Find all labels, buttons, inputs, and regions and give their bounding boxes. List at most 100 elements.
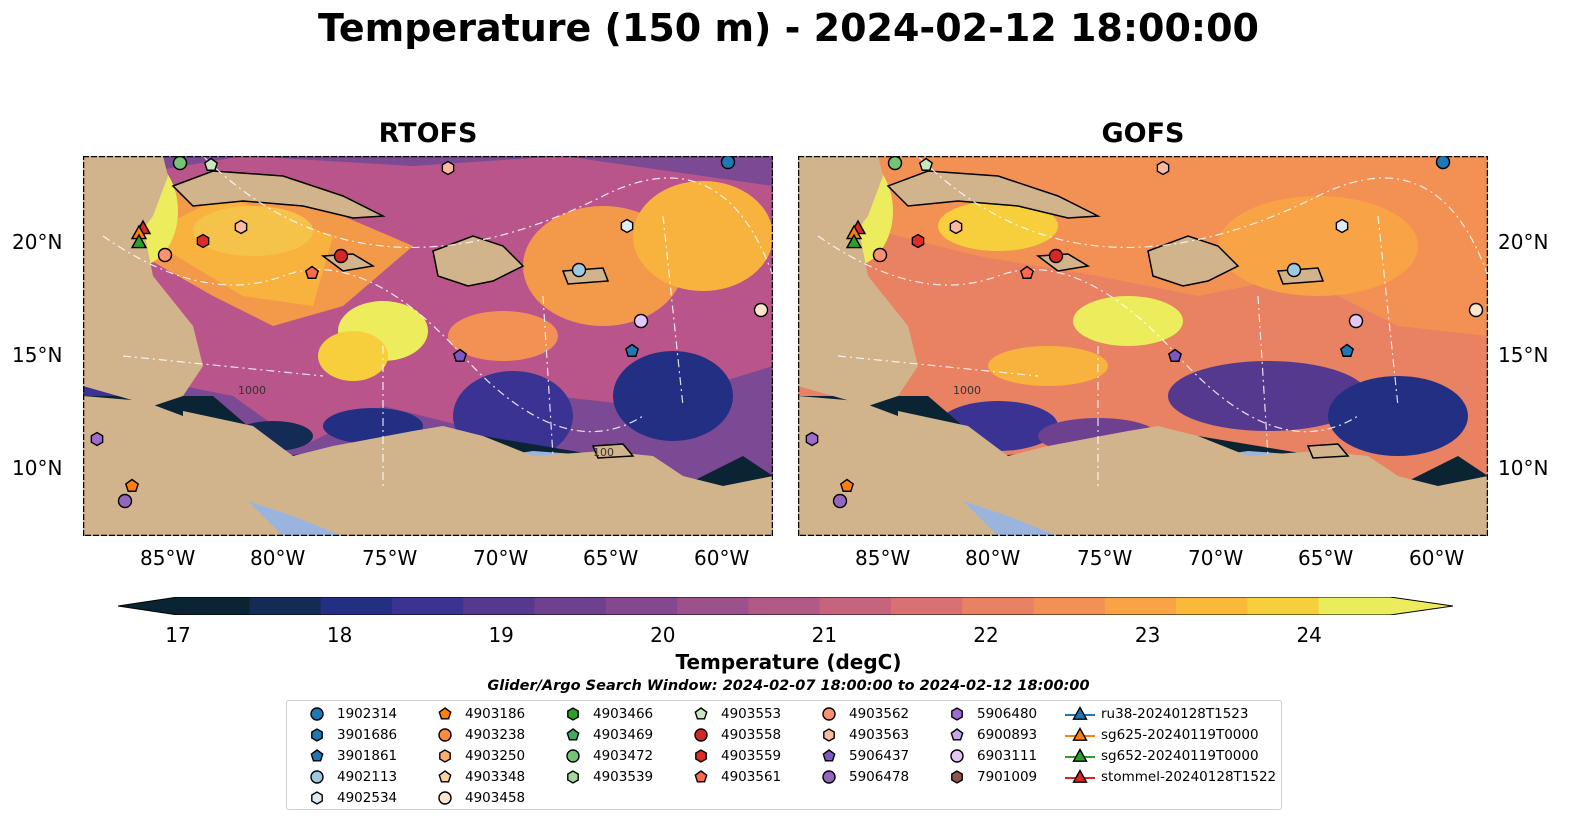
legend-label: 4902534 [337,790,398,806]
legend-label: 4903558 [721,727,782,743]
lat-label-right: 20°N [1498,230,1549,254]
pentagon-marker-icon [822,749,836,762]
colorbar-tick-label: 24 [1296,623,1322,647]
lon-label-rtofs: 65°W [583,546,639,570]
pentagon-marker-icon [694,707,708,720]
float-marker-5906437 [1167,348,1183,362]
hexagon-marker-icon [311,791,323,805]
float-marker-sg652-20240119T0000 [130,233,148,249]
gofs-map[interactable]: 1000 [798,156,1488,536]
float-marker-4902113 [571,262,587,278]
gofs-panel-title: GOFS [1101,118,1185,149]
legend-label: 5906437 [849,748,910,764]
colorbar-label: Temperature (degC) [675,650,902,674]
float-marker-4903563 [441,160,455,176]
legend-label: 4903238 [465,727,526,743]
colorbar [118,597,1453,615]
legend-label: 4903458 [465,790,526,806]
colorbar-bin [748,597,821,615]
legend-label: sg652-20240119T0000 [1101,748,1259,764]
float-marker-4903561 [1019,265,1035,279]
colorbar-bin [605,597,678,615]
legend-label: 4903186 [465,706,526,722]
legend-label: 4903559 [721,748,782,764]
legend-label: 5906478 [849,769,910,785]
lon-label-rtofs: 70°W [473,546,529,570]
lon-label-rtofs: 75°W [362,546,418,570]
legend-label: 4903539 [593,769,654,785]
float-marker-4902113 [1286,262,1302,278]
triangle-marker-icon [1065,769,1095,783]
legend-label: sg625-20240119T0000 [1101,727,1259,743]
colorbar-bin [534,597,607,615]
colorbar-tick-label: 20 [650,623,676,647]
colorbar-bin [320,597,393,615]
float-marker-4902534 [620,218,634,234]
lon-label-gofs: 80°W [965,546,1021,570]
contour-label: 1000 [238,384,266,397]
legend-label: 4903553 [721,706,782,722]
colorbar-bin [1318,597,1391,615]
legend-label: 4903561 [721,769,782,785]
legend-label: 4903562 [849,706,910,722]
float-marker-5906480 [90,431,104,447]
circle-marker-icon [694,728,708,742]
circle-marker-icon [310,707,324,721]
float-marker-4903558 [1048,248,1064,264]
legend-label: 7901009 [977,769,1038,785]
lon-label-rtofs: 80°W [250,546,306,570]
float-marker-4903563 [1156,160,1170,176]
float-marker-5906437 [452,348,468,362]
lon-label-gofs: 70°W [1188,546,1244,570]
contour-label: 1000 [953,384,981,397]
lat-label-left: 10°N [12,456,63,480]
circle-marker-icon [310,770,324,784]
rtofs-panel-title: RTOFS [378,118,478,149]
colorbar-tick-label: 18 [326,623,353,647]
colorbar-extend-high [1390,597,1453,615]
rtofs-map[interactable]: 1000 100 [83,156,773,536]
figure-title: Temperature (150 m) - 2024-02-12 18:00:0… [317,6,1259,50]
float-marker-3901861 [624,343,640,357]
pentagon-marker-icon [566,728,580,741]
lon-label-gofs: 85°W [855,546,911,570]
float-marker-1902314 [1435,156,1451,170]
hexagon-marker-icon [695,749,707,763]
colorbar-bin [1176,597,1249,615]
colorbar-bin [1104,597,1177,615]
hexagon-marker-icon [823,728,835,742]
float-marker-6903111 [1348,313,1364,329]
circle-marker-icon [950,749,964,763]
legend-label: 3901686 [337,727,398,743]
legend-label: 4903250 [465,748,526,764]
float-marker-4903562 [872,247,888,263]
float-marker-3901861 [1339,343,1355,357]
float-marker-4903458 [1468,302,1484,318]
colorbar-bin [962,597,1035,615]
colorbar-extend-low [118,597,178,615]
legend-label: 6903111 [977,748,1038,764]
triangle-marker-icon [1065,748,1095,762]
pentagon-marker-icon [310,749,324,762]
legend-label: 1902314 [337,706,398,722]
legend-label: 4903348 [465,769,526,785]
search-window-text: Glider/Argo Search Window: 2024-02-07 18… [487,678,1090,694]
legend-label: ru38-20240128T1523 [1101,706,1249,722]
colorbar-tick-label: 17 [165,623,191,647]
colorbar-bin [463,597,536,615]
circle-marker-icon [438,728,452,742]
float-marker-4903563 [949,219,963,235]
colorbar-tick-label: 22 [973,623,999,647]
lon-label-gofs: 60°W [1409,546,1465,570]
lon-label-gofs: 75°W [1077,546,1133,570]
hexagon-marker-icon [567,770,579,784]
lon-label-rtofs: 60°W [694,546,750,570]
hexagon-marker-icon [951,707,963,721]
legend-label: stommel-20240128T1522 [1101,769,1277,785]
float-marker-4903562 [157,247,173,263]
lat-label-left: 20°N [12,230,63,254]
circle-marker-icon [822,770,836,784]
float-marker-4903553 [203,157,219,171]
legend-label: 4903469 [593,727,654,743]
pentagon-marker-icon [694,770,708,783]
